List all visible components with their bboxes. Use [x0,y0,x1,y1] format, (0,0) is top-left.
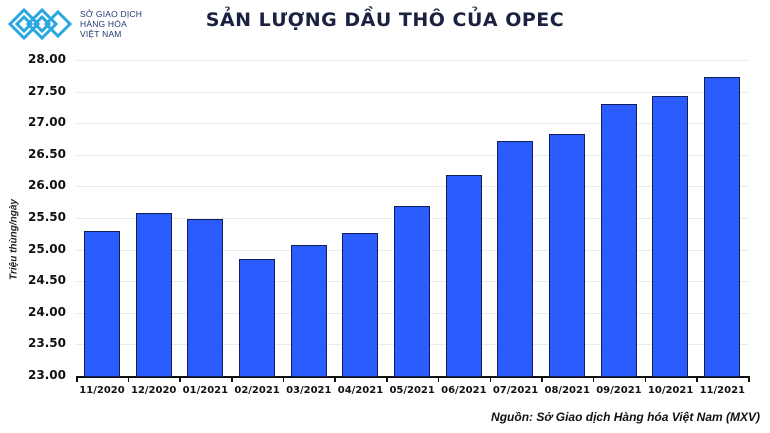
x-tick-label: 08/2021 [544,385,590,396]
x-tick-label: 09/2021 [596,385,642,396]
bar-09-2021 [600,103,637,377]
x-tick-label: 03/2021 [286,385,332,396]
x-tick-label: 12/2020 [130,385,177,396]
x-tick-mark [696,376,698,382]
bar-02-2021 [238,259,275,377]
y-tick-label: 26.00 [28,178,66,193]
x-tick-label: 01/2021 [182,385,229,396]
x-tick-mark [179,376,181,382]
x-tick-label: 10/2021 [647,385,694,396]
x-tick-label: 02/2021 [234,385,280,396]
y-tick-label: 25.00 [28,241,66,256]
bar-06-2021 [445,175,482,377]
logo-line-1: SỞ GIAO DỊCH [80,9,143,19]
y-tick-label: 23.00 [28,368,66,382]
source-note: Nguồn: Sở Giao dịch Hàng hóa Việt Nam (M… [491,410,760,424]
x-tick-mark [748,376,750,382]
x-tick-label: 11/2020 [79,385,125,396]
logo: SỞ GIAO DỊCH HÀNG HÓA VIỆT NAM [7,7,198,41]
x-tick-label: 07/2021 [492,385,539,396]
bar-03-2021 [290,245,327,377]
x-tick-mark [282,376,285,382]
x-tick-label: 11/2021 [699,385,745,396]
y-tick-label: 23.50 [28,336,66,351]
gridline [76,186,748,188]
bar-12-2020 [135,212,172,377]
logo-mark-icon [7,7,73,41]
bar-07-2021 [497,140,534,377]
logo-line-2: HÀNG HÓA [80,19,127,29]
x-tick-mark [592,376,595,382]
x-tick-label: 06/2021 [441,385,487,396]
logo-text: SỞ GIAO DỊCH HÀNG HÓA VIỆT NAM [80,9,142,39]
x-axis-line [76,376,748,378]
x-tick-mark [644,376,647,382]
x-tick-mark [541,376,543,382]
x-tick-mark [76,376,78,382]
gridline [76,91,748,93]
gridline [76,60,748,61]
y-axis-label: Triệu thùng/ngày [8,199,20,280]
y-tick-label: 26.50 [28,146,66,161]
y-tick-label: 27.00 [28,115,66,130]
x-tick-mark [386,376,388,382]
bar-10-2021 [652,96,689,377]
x-tick-mark [231,376,233,382]
bar-11-2021 [704,77,741,377]
y-tick-label: 27.50 [28,83,66,98]
x-tick-label: 05/2021 [389,385,435,396]
gridline [76,123,748,125]
chart-title: SẢN LƯỢNG DẦU THÔ CỦA OPEC [205,9,565,31]
y-tick-label: 28.00 [28,52,66,66]
y-tick-label: 25.50 [28,210,66,224]
bar-05-2021 [394,205,430,377]
y-tick-label: 24.00 [28,304,66,319]
bar-11-2020 [83,230,120,377]
x-tick-mark [437,376,440,382]
bar-01-2021 [187,218,224,377]
x-tick-label: 04/2021 [337,385,384,396]
x-tick-mark [489,376,492,382]
y-tick-label: 24.50 [28,273,66,288]
gridline [76,154,748,156]
bar-04-2021 [342,232,379,377]
x-tick-mark [334,376,336,382]
logo-line-3: VIỆT NAM [80,29,122,39]
bar-08-2021 [549,133,586,377]
x-tick-mark [127,376,130,382]
